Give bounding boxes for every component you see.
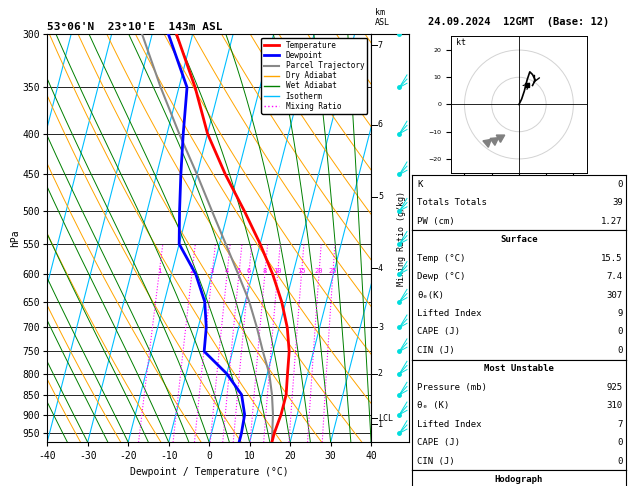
- Text: θₑ(K): θₑ(K): [417, 291, 444, 299]
- Text: 7: 7: [378, 41, 383, 50]
- Text: 24.09.2024  12GMT  (Base: 12): 24.09.2024 12GMT (Base: 12): [428, 17, 610, 27]
- Text: 2: 2: [378, 369, 383, 378]
- Text: LCL: LCL: [378, 414, 393, 423]
- Text: CAPE (J): CAPE (J): [417, 438, 460, 447]
- Text: 7: 7: [617, 420, 623, 429]
- Text: 20: 20: [314, 268, 323, 274]
- Text: PW (cm): PW (cm): [417, 217, 455, 226]
- Legend: Temperature, Dewpoint, Parcel Trajectory, Dry Adiabat, Wet Adiabat, Isotherm, Mi: Temperature, Dewpoint, Parcel Trajectory…: [261, 38, 367, 114]
- Text: 3: 3: [210, 268, 214, 274]
- Y-axis label: hPa: hPa: [10, 229, 20, 247]
- Text: Surface: Surface: [500, 235, 538, 244]
- Text: CAPE (J): CAPE (J): [417, 328, 460, 336]
- Text: Pressure (mb): Pressure (mb): [417, 383, 487, 392]
- Text: Most Unstable: Most Unstable: [484, 364, 554, 373]
- Text: Temp (°C): Temp (°C): [417, 254, 465, 262]
- Text: 3: 3: [378, 323, 383, 332]
- Text: 53°06'N  23°10'E  143m ASL: 53°06'N 23°10'E 143m ASL: [47, 22, 223, 32]
- Text: 0: 0: [617, 328, 623, 336]
- Text: θₑ (K): θₑ (K): [417, 401, 449, 410]
- Text: Lifted Index: Lifted Index: [417, 309, 482, 318]
- Text: CIN (J): CIN (J): [417, 457, 455, 466]
- Text: 307: 307: [606, 291, 623, 299]
- Text: 2: 2: [190, 268, 194, 274]
- Text: 0: 0: [617, 346, 623, 355]
- Text: Lifted Index: Lifted Index: [417, 420, 482, 429]
- Text: 25: 25: [328, 268, 337, 274]
- Text: CIN (J): CIN (J): [417, 346, 455, 355]
- Text: Dewp (°C): Dewp (°C): [417, 272, 465, 281]
- Text: 15: 15: [298, 268, 306, 274]
- Text: 310: 310: [606, 401, 623, 410]
- Text: 1: 1: [157, 268, 161, 274]
- Text: 15.5: 15.5: [601, 254, 623, 262]
- Text: 4: 4: [378, 264, 383, 273]
- Text: Totals Totals: Totals Totals: [417, 198, 487, 207]
- Text: kt: kt: [456, 37, 466, 47]
- Text: 5: 5: [378, 192, 383, 201]
- Text: 6: 6: [378, 121, 383, 129]
- Text: 6: 6: [247, 268, 251, 274]
- Text: 1.27: 1.27: [601, 217, 623, 226]
- Text: 8: 8: [263, 268, 267, 274]
- Text: 0: 0: [617, 457, 623, 466]
- Text: 7.4: 7.4: [606, 272, 623, 281]
- Text: 10: 10: [274, 268, 282, 274]
- Text: K: K: [417, 180, 423, 189]
- Text: 9: 9: [617, 309, 623, 318]
- Text: 925: 925: [606, 383, 623, 392]
- Text: 1: 1: [378, 419, 383, 429]
- Text: 0: 0: [617, 180, 623, 189]
- Text: 39: 39: [612, 198, 623, 207]
- Text: 5: 5: [237, 268, 241, 274]
- Text: Mixing Ratio (g/kg): Mixing Ratio (g/kg): [397, 191, 406, 286]
- Text: km
ASL: km ASL: [375, 8, 390, 27]
- X-axis label: Dewpoint / Temperature (°C): Dewpoint / Temperature (°C): [130, 467, 289, 477]
- Text: 0: 0: [617, 438, 623, 447]
- Text: 4: 4: [225, 268, 229, 274]
- Text: Hodograph: Hodograph: [495, 475, 543, 484]
